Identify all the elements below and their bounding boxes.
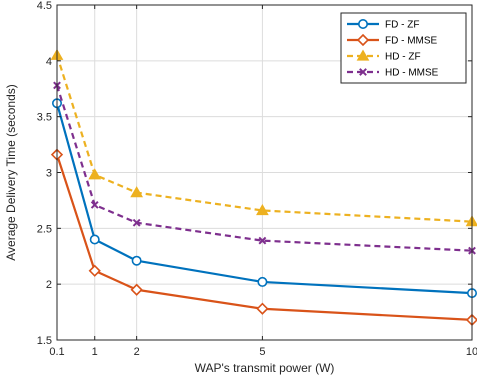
- data-point: [90, 200, 99, 209]
- x-tick-label: 5: [259, 346, 265, 358]
- data-point: [132, 218, 141, 227]
- y-axis-label: Average Delivery Time (seconds): [4, 84, 18, 261]
- data-point: [256, 302, 269, 315]
- y-tick-label: 3.5: [37, 112, 52, 124]
- data-point: [130, 283, 143, 296]
- data-point: [257, 276, 268, 287]
- marker-stroke: [258, 236, 267, 245]
- y-tick-label: 3: [46, 168, 52, 180]
- legend-marker: [357, 18, 368, 29]
- data-point: [258, 236, 267, 245]
- legend-label: FD - MMSE: [385, 36, 438, 47]
- legend-label: FD - ZF: [385, 20, 419, 31]
- data-point: [88, 264, 101, 277]
- y-tick-label: 2: [46, 279, 52, 291]
- x-tick-label: 2: [134, 346, 140, 358]
- series-hd-mmse: [53, 81, 476, 255]
- y-tick-label: 2.5: [37, 223, 52, 235]
- data-point: [89, 234, 100, 245]
- legend: FD - ZF FD - MMSE HD - ZF HD - MMSE: [340, 12, 467, 84]
- x-tick-label: 1: [92, 346, 98, 358]
- data-point: [256, 203, 269, 216]
- data-point: [88, 168, 102, 180]
- marker-stroke: [132, 218, 141, 227]
- series-group: [50, 48, 477, 327]
- legend-marker: [356, 49, 370, 61]
- marker-stroke: [90, 200, 99, 209]
- data-point: [131, 255, 142, 266]
- x-tick-label: 10: [466, 346, 477, 358]
- marker-stroke: [359, 68, 367, 76]
- legend-label: HD - MMSE: [385, 68, 439, 79]
- data-point: [130, 186, 144, 198]
- x-tick-label: 0.1: [49, 346, 64, 358]
- x-axis-label: WAP's transmit power (W): [195, 361, 335, 375]
- ticks: 0.1 1 2 5 10 1.5 2 2.5 3 3.5 4 4.5: [37, 0, 477, 358]
- y-tick-label: 4.5: [37, 0, 52, 12]
- legend-label: HD - ZF: [385, 52, 421, 63]
- y-tick-label: 4: [46, 56, 52, 68]
- legend-marker: [356, 33, 370, 47]
- y-tick-label: 1.5: [37, 335, 52, 347]
- legend-marker: [359, 68, 367, 76]
